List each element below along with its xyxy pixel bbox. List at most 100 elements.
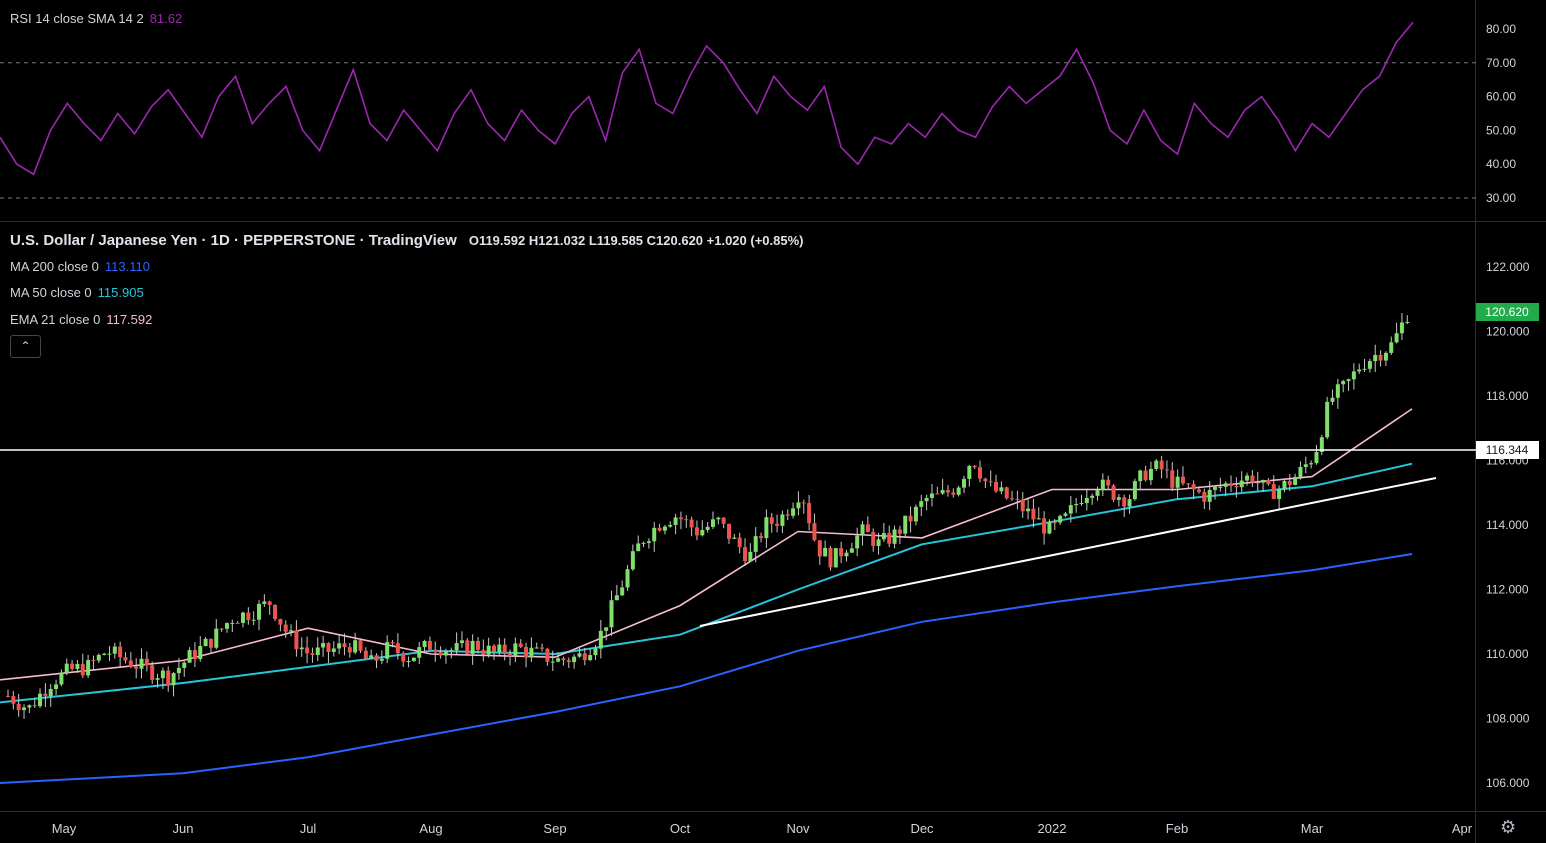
candle-up: [262, 601, 267, 604]
candle-up: [791, 508, 796, 516]
candle-up: [171, 673, 176, 686]
candle-down: [390, 642, 395, 644]
candle-up: [1218, 486, 1223, 488]
candle-up: [1068, 505, 1073, 514]
candle-down: [897, 529, 902, 534]
candle-up: [577, 653, 582, 657]
price-tick-label: 118.000: [1486, 389, 1529, 403]
last-price-label: 120.620: [1476, 303, 1539, 321]
candle-up: [700, 529, 705, 536]
candle-up: [107, 653, 112, 655]
candle-down: [11, 696, 16, 704]
ma50-label: MA 50 close 0: [10, 285, 92, 300]
price-tick-label: 112.000: [1486, 583, 1529, 597]
candle-down: [128, 660, 133, 667]
candle-up: [240, 612, 245, 623]
candle-up: [1351, 371, 1356, 380]
price-tick-label: 120.000: [1486, 325, 1530, 339]
candle-up: [1346, 379, 1351, 382]
ema21-value: 117.592: [106, 312, 153, 327]
candle-down: [839, 548, 844, 557]
candle-up: [486, 645, 491, 655]
collapse-legend-button[interactable]: ⌃: [10, 335, 41, 358]
candle-down: [775, 523, 780, 526]
candle-down: [395, 643, 400, 654]
candle-up: [299, 647, 304, 650]
candle-up: [22, 707, 27, 711]
candle-down: [1010, 498, 1015, 500]
candle-down: [401, 653, 406, 662]
candle-down: [994, 481, 999, 492]
candle-down: [737, 537, 742, 548]
candle-down: [363, 650, 368, 659]
hline-price-label: 116.344: [1476, 441, 1539, 459]
candle-up: [903, 515, 908, 534]
candle-up: [823, 547, 828, 557]
candle-up: [224, 623, 229, 629]
candle-up: [940, 490, 945, 494]
ma200-line: [0, 553, 1413, 784]
candle-up: [1138, 470, 1143, 482]
candle-down: [150, 665, 155, 680]
time-tick-label: May: [52, 821, 77, 836]
candle-up: [1314, 451, 1319, 464]
candle-up: [636, 543, 641, 552]
candle-up: [102, 653, 107, 655]
candle-up: [54, 684, 59, 689]
candle-down: [43, 693, 48, 697]
candle-up: [796, 502, 801, 509]
candle-down: [801, 502, 806, 504]
candle-down: [759, 536, 764, 539]
symbol-legend: U.S. Dollar / Japanese Yen · 1D · PEPPER…: [10, 232, 803, 249]
candle-up: [454, 643, 459, 651]
candle-up: [1047, 522, 1052, 534]
candle-up: [956, 487, 961, 495]
candle-up: [598, 630, 603, 649]
candle-up: [470, 640, 475, 654]
candle-up: [1095, 490, 1100, 496]
candle-up: [251, 619, 256, 621]
candle-down: [1191, 484, 1196, 490]
candle-up: [315, 647, 320, 655]
candle-up: [1026, 508, 1031, 512]
candle-up: [449, 650, 454, 652]
candle-up: [1213, 486, 1218, 490]
candle-up: [1058, 515, 1063, 523]
time-axis: May Jun Jul Aug Sep Oct Nov Dec 2022 Feb Mar Apr: [52, 821, 1473, 836]
candle-up: [1245, 475, 1250, 481]
candle-down: [1164, 469, 1169, 471]
candle-up: [876, 539, 881, 547]
candle-down: [246, 612, 251, 621]
trendline[interactable]: [699, 477, 1437, 627]
candle-up: [604, 627, 609, 631]
candle-down: [1122, 497, 1127, 507]
candle-down: [347, 647, 352, 653]
candle-up: [86, 660, 91, 676]
candle-up: [924, 497, 929, 502]
candle-up: [1239, 480, 1244, 488]
candle-up: [534, 647, 539, 649]
candle-up: [705, 526, 710, 530]
candle-up: [748, 551, 753, 562]
candle-down: [278, 619, 283, 625]
candle-up: [967, 465, 972, 479]
ma50-value: 115.905: [97, 285, 144, 300]
candle-down: [1202, 491, 1207, 502]
candle-down: [208, 638, 213, 648]
candle-down: [769, 517, 774, 524]
candle-up: [1394, 333, 1399, 343]
gear-icon[interactable]: ⚙: [1500, 817, 1517, 837]
candle-up: [1132, 481, 1137, 500]
candle-down: [16, 703, 21, 711]
candle-up: [182, 662, 187, 668]
candle-up: [139, 658, 144, 669]
candle-down: [785, 514, 790, 516]
candle-up: [75, 664, 80, 669]
candle-up: [353, 640, 358, 653]
candle-down: [1143, 470, 1148, 481]
candle-down: [219, 628, 224, 630]
candle-up: [929, 493, 934, 498]
candle-up: [1127, 499, 1132, 507]
candle-up: [1084, 497, 1089, 504]
candle-down: [1106, 479, 1111, 486]
